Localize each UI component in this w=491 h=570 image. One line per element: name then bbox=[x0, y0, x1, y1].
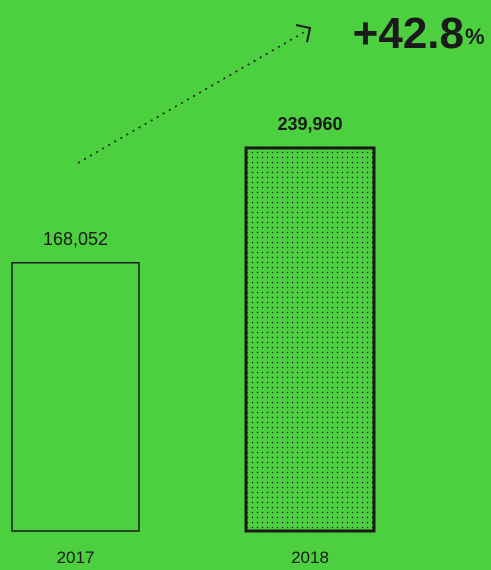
bar-2017 bbox=[11, 262, 140, 532]
trend-arrow-line bbox=[77, 29, 309, 164]
category-label-2017: 2017 bbox=[57, 548, 95, 567]
category-label-2018: 2018 bbox=[291, 548, 329, 567]
growth-unit: % bbox=[465, 24, 485, 49]
value-label-2017: 168,052 bbox=[43, 229, 108, 249]
trend-arrow-head-icon bbox=[295, 24, 312, 43]
value-label-2018: 239,960 bbox=[277, 114, 342, 134]
bar-2018 bbox=[244, 146, 376, 533]
growth-label: +42.8 bbox=[353, 9, 464, 58]
